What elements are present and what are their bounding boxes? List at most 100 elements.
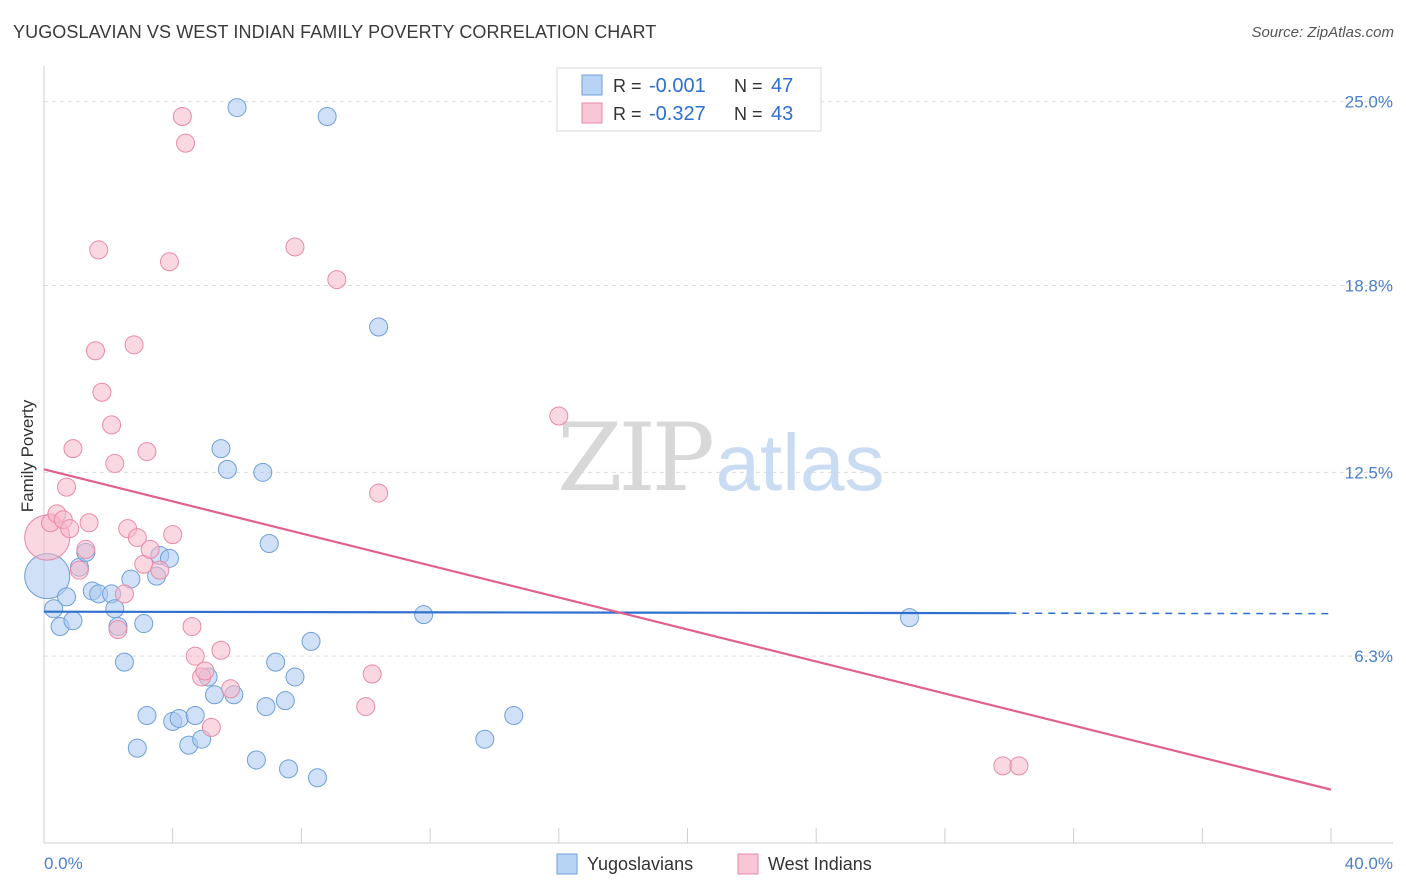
yugoslavian-point xyxy=(127,738,147,758)
series-legend-swatch-west-indians xyxy=(737,853,759,875)
west-indian-point xyxy=(63,439,83,459)
yugoslavian-point xyxy=(475,729,495,749)
series-legend-swatch-yugoslavians xyxy=(556,853,578,875)
west-indian-point xyxy=(89,240,109,260)
yugoslavian-point xyxy=(63,611,83,631)
x-tick-label-min: 0.0% xyxy=(44,854,83,873)
west-indian-point xyxy=(127,528,147,548)
legend-swatch-west-indians xyxy=(581,102,603,124)
legend-r-label-1: R = xyxy=(613,76,647,96)
west-indian-point xyxy=(221,679,241,699)
series-west-indians xyxy=(24,106,1029,776)
west-indian-point xyxy=(114,584,134,604)
yugoslavian-point xyxy=(211,439,231,459)
y-axis-label: Family Poverty xyxy=(18,399,37,512)
yugoslavian-point xyxy=(317,106,337,126)
west-indian-point xyxy=(108,619,128,639)
legend-n-label-1: N = xyxy=(734,76,768,96)
y-tick-label: 25.0% xyxy=(1345,93,1393,112)
grid-lines xyxy=(44,101,1393,657)
yugoslavian-point xyxy=(44,599,64,619)
watermark-atlas: atlas xyxy=(716,418,885,507)
series-yugoslavians xyxy=(24,98,920,788)
yugoslavian-point xyxy=(275,691,295,711)
series-legend-label-west-indians: West Indians xyxy=(768,854,872,874)
yugoslavian-point xyxy=(900,608,920,628)
axes xyxy=(43,66,1393,844)
west-indian-point xyxy=(124,335,144,355)
west-indian-point xyxy=(163,525,183,545)
yugoslavian-point xyxy=(279,759,299,779)
yugoslavian-point xyxy=(369,317,389,337)
yugoslavian-point xyxy=(285,667,305,687)
yugoslavian-point xyxy=(114,652,134,672)
west-indian-point xyxy=(150,560,170,580)
yugoslavian-point xyxy=(256,697,276,717)
x-tick-label-max: 40.0% xyxy=(1345,854,1393,873)
yugoslavian-point xyxy=(301,631,321,651)
west-indian-point xyxy=(92,382,112,402)
west-indian-point xyxy=(105,453,125,473)
y-tick-labels: 25.0% 18.8% 12.5% 6.3% xyxy=(1345,93,1393,667)
series-legend: Yugoslavians West Indians xyxy=(556,853,872,875)
watermark-zip: ZIP xyxy=(557,404,711,513)
west-indian-point xyxy=(176,133,196,153)
west-indian-point xyxy=(159,252,179,272)
west-indian-point xyxy=(140,539,160,559)
trend-line-west-indians xyxy=(43,468,1332,791)
yugoslavian-point xyxy=(227,98,247,118)
legend-swatch-yugoslavians xyxy=(581,74,603,96)
west-indian-point xyxy=(285,237,305,257)
yugoslavian-point xyxy=(205,685,225,705)
yugoslavian-point xyxy=(185,705,205,725)
west-indian-point xyxy=(369,483,389,503)
yugoslavian-point xyxy=(253,462,273,482)
west-indian-point xyxy=(57,477,77,497)
west-indian-point xyxy=(1009,756,1029,776)
legend-n-value-2: 43 xyxy=(771,103,793,125)
west-indian-point xyxy=(201,717,221,737)
trend-line-yugoslavians xyxy=(43,610,1010,615)
west-indian-point xyxy=(76,539,96,559)
y-tick-label: 12.5% xyxy=(1345,463,1393,482)
yugoslavian-point xyxy=(414,605,434,625)
west-indian-point xyxy=(211,640,231,660)
west-indian-point xyxy=(185,646,205,666)
correlation-legend: R = -0.001 N = 47 R = -0.327 N = 43 xyxy=(556,67,822,132)
west-indian-point xyxy=(362,664,382,684)
west-indian-point xyxy=(69,560,89,580)
yugoslavian-point xyxy=(307,768,327,788)
yugoslavian-point xyxy=(169,708,189,728)
yugoslavian-point xyxy=(134,614,154,634)
west-indian-point xyxy=(993,756,1013,776)
yugoslavian-point xyxy=(57,587,77,607)
west-indian-point xyxy=(549,406,569,426)
yugoslavian-point xyxy=(259,533,279,553)
legend-r-value-2: -0.327 xyxy=(649,103,706,125)
source-note: Source: ZipAtlas.com xyxy=(1251,24,1394,41)
yugoslavian-point xyxy=(266,652,286,672)
series-legend-label-yugoslavians: Yugoslavians xyxy=(587,854,693,874)
legend-n-label-2: N = xyxy=(734,104,768,124)
legend-n-value-1: 47 xyxy=(771,75,793,97)
west-indian-point xyxy=(85,341,105,361)
west-indian-point xyxy=(102,415,122,435)
trend-lines xyxy=(43,468,1332,791)
yugoslavian-point xyxy=(137,705,157,725)
west-indian-point xyxy=(79,513,99,533)
legend-r-value-1: -0.001 xyxy=(649,75,706,97)
legend-r-label-2: R = xyxy=(613,104,647,124)
watermark: ZIP atlas xyxy=(557,404,884,513)
west-indian-point xyxy=(172,106,192,126)
yugoslavian-point xyxy=(217,459,237,479)
west-indian-point xyxy=(60,519,80,539)
yugoslavian-point xyxy=(504,705,524,725)
chart-title: YUGOSLAVIAN VS WEST INDIAN FAMILY POVERT… xyxy=(13,22,657,42)
yugoslavian-point xyxy=(246,750,266,770)
west-indian-point xyxy=(182,617,202,637)
west-indian-point xyxy=(327,270,347,290)
west-indian-point xyxy=(137,442,157,462)
west-indian-point xyxy=(356,697,376,717)
y-tick-label: 6.3% xyxy=(1354,647,1393,666)
